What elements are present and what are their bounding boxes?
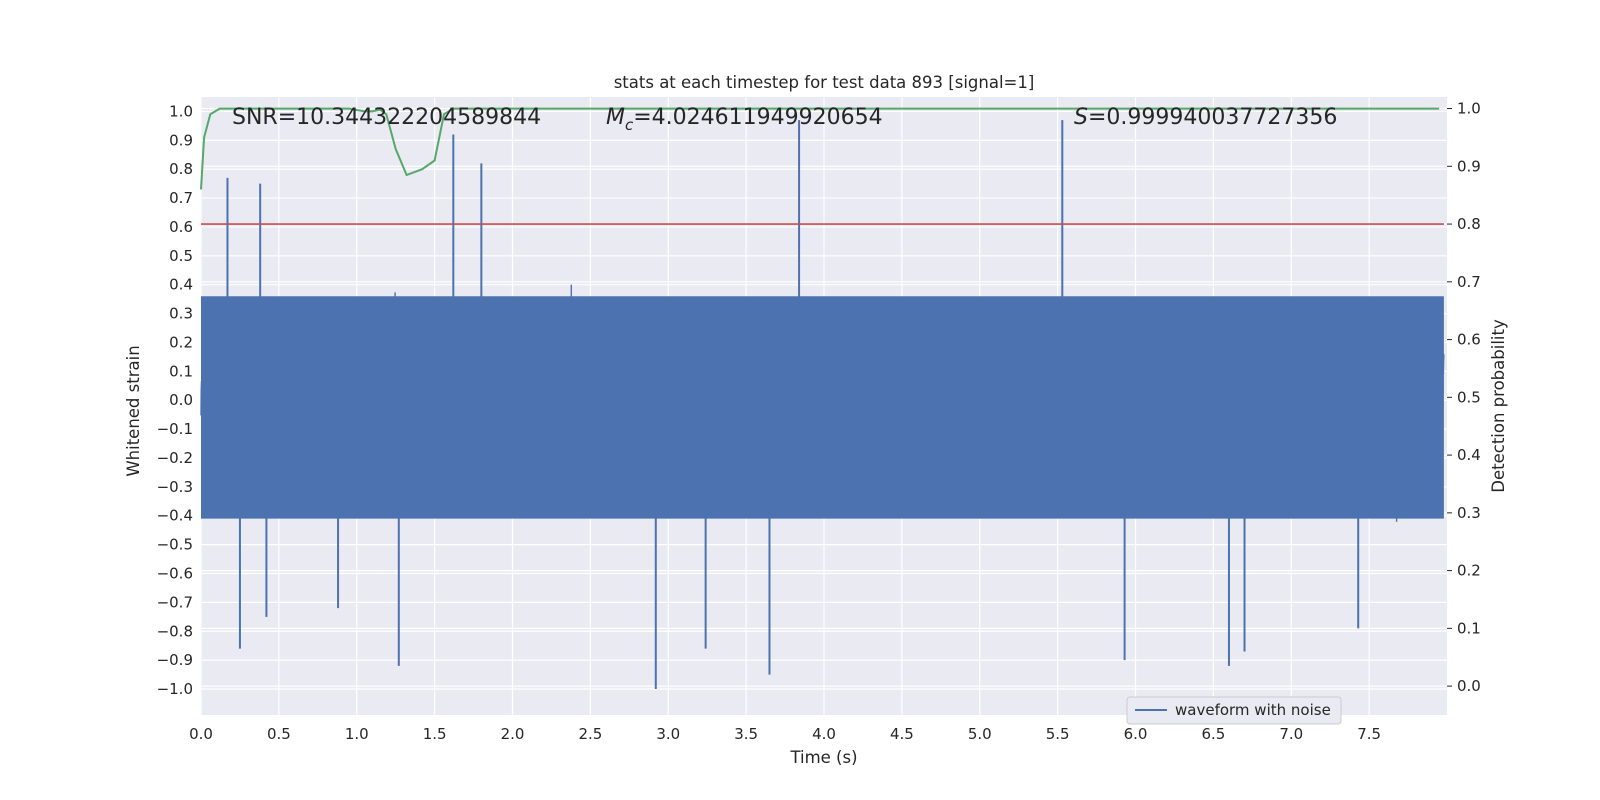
left-y-tick-label: 0.9 [169,131,193,149]
waveform-core-band [201,296,1444,519]
x-tick-label: 0.5 [267,725,291,743]
x-axis-ticks: 0.0 0.5 1.0 1.5 2.0 2.5 3.0 3.5 4.0 4.5 5.0 5.5 6.0 6… [189,725,1381,743]
x-tick-label: 1.5 [423,725,447,743]
left-y-tick-label: 1.0 [169,102,193,120]
right-y-tick-label: 1.0 [1457,100,1481,118]
left-y-tick-label: −0.8 [157,622,193,640]
x-tick-label: 5.5 [1046,725,1070,743]
x-tick-label: 0.0 [189,725,213,743]
x-tick-label: 2.0 [501,725,525,743]
legend: waveform with noise [1126,696,1342,725]
right-y-axis-ticks: 1.0 0.9 0.8 0.7 0.6 0.5 0.4 0.3 0.2 0.1 0.0 [1447,100,1481,695]
left-y-tick-label: −0.4 [157,507,193,525]
x-tick-label: 7.5 [1357,725,1381,743]
left-y-tick-label: 0.4 [169,276,193,294]
snr-annotation: SNR=10.344322204589844 [232,105,541,130]
chart-title: stats at each timestep for test data 893… [614,73,1035,92]
s-statistic-annotation: S=0.999940037727356 [1074,105,1337,130]
x-tick-label: 6.5 [1201,725,1225,743]
right-y-tick-label: 0.8 [1457,215,1481,233]
legend-label: waveform with noise [1175,701,1331,719]
left-y-axis-ticks: 1.0 0.9 0.8 0.7 0.6 0.5 0.4 0.3 0.2 0.1 0.0 −0.1 −0.… [157,102,193,698]
x-tick-label: 4.5 [890,725,914,743]
x-tick-label: 3.5 [734,725,758,743]
left-y-tick-label: −0.9 [157,651,193,669]
x-tick-label: 3.0 [656,725,680,743]
legend-box [1126,696,1342,725]
right-y-tick-label: 0.5 [1457,388,1481,406]
right-y-tick-label: 0.6 [1457,331,1481,349]
waveform-series [200,120,1445,690]
x-tick-label: 6.0 [1124,725,1148,743]
x-tick-label: 5.0 [968,725,992,743]
left-y-tick-label: −0.1 [157,420,193,438]
right-y-tick-label: 0.0 [1457,677,1481,695]
right-y-axis-label: Detection probability [1489,319,1508,493]
left-y-tick-label: 0.2 [169,333,193,351]
right-y-tick-label: 0.7 [1457,273,1481,291]
left-y-tick-label: −0.2 [157,449,193,467]
right-y-tick-label: 0.9 [1457,157,1481,175]
left-y-tick-label: 0.5 [169,247,193,265]
right-y-tick-label: 0.4 [1457,446,1481,464]
x-axis-label: Time (s) [789,748,857,767]
left-y-tick-label: −0.6 [157,564,193,582]
x-tick-label: 1.0 [345,725,369,743]
left-y-tick-label: −0.7 [157,593,193,611]
left-y-tick-label: 0.7 [169,189,193,207]
left-y-tick-label: 0.6 [169,218,193,236]
right-y-tick-label: 0.2 [1457,562,1481,580]
left-y-axis-label: Whitened strain [124,345,143,476]
left-y-tick-label: 0.1 [169,362,193,380]
detection-probability-line [200,107,1440,190]
x-tick-label: 7.0 [1279,725,1303,743]
right-y-tick-label: 0.1 [1457,619,1481,637]
left-y-tick-label: −0.5 [157,536,193,554]
x-tick-label: 4.0 [812,725,836,743]
left-y-tick-label: 0.0 [169,391,193,409]
right-y-tick-label: 0.3 [1457,504,1481,522]
left-y-tick-label: 0.8 [169,160,193,178]
left-y-tick-label: −1.0 [157,680,193,698]
chirp-mass-annotation: Mc=4.024611949920654 [606,105,883,134]
x-tick-label: 2.5 [578,725,602,743]
left-y-tick-label: 0.3 [169,305,193,323]
left-y-tick-label: −0.3 [157,478,193,496]
